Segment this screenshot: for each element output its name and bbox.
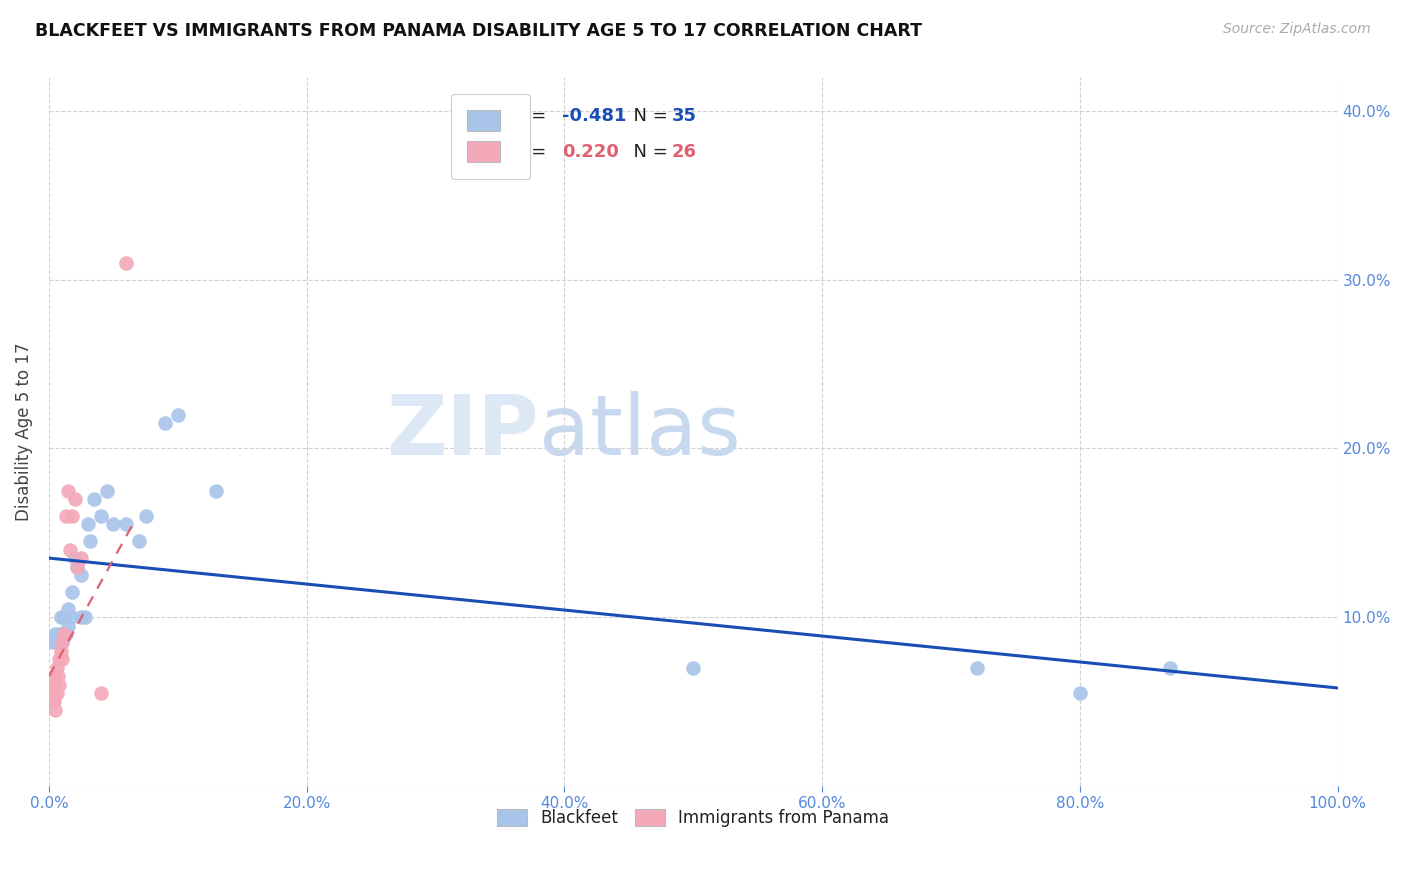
Point [45,635,67,649]
Point [58,483,80,498]
Text: N =: N = [623,143,673,161]
Point [79,534,101,549]
Point [70,551,93,566]
Point [42,677,65,691]
Point [45,661,67,675]
Text: ZIP: ZIP [387,391,538,472]
Point [42,694,65,708]
Point [58,618,80,632]
Text: BLACKFEET VS IMMIGRANTS FROM PANAMA DISABILITY AGE 5 TO 17 CORRELATION CHART: BLACKFEET VS IMMIGRANTS FROM PANAMA DISA… [35,22,922,40]
Point [66,559,89,574]
Point [44,669,66,683]
Point [44,627,66,641]
Text: 26: 26 [672,143,696,161]
Point [83,492,105,507]
Point [58,542,80,557]
Point [49,644,72,658]
Point [76,517,98,532]
Point [41,677,63,691]
Point [42,694,65,708]
Point [45,686,67,700]
Point [103,517,125,532]
Point [51,652,73,666]
Point [1069,686,1091,700]
Point [966,661,988,675]
Point [55,627,77,641]
Point [51,627,73,641]
Point [166,408,188,422]
Text: 35: 35 [672,107,696,126]
Text: R =: R = [513,143,553,161]
Text: Source: ZipAtlas.com: Source: ZipAtlas.com [1223,22,1371,37]
Point [48,652,70,666]
Point [128,534,150,549]
Point [46,669,69,683]
Point [73,610,96,624]
Point [44,703,66,717]
Text: 0.220: 0.220 [562,143,619,161]
Point [48,677,70,691]
Point [115,256,138,270]
Point [51,635,73,649]
Point [205,483,228,498]
Point [70,610,93,624]
Point [53,627,76,641]
Point [96,483,118,498]
Point [41,686,63,700]
Point [115,517,138,532]
Legend: Blackfeet, Immigrants from Panama: Blackfeet, Immigrants from Panama [491,803,896,834]
Point [42,635,65,649]
Point [89,508,111,523]
Point [89,686,111,700]
Point [53,610,76,624]
Point [58,601,80,615]
Point [59,610,82,624]
Point [63,551,86,566]
Point [46,635,69,649]
Point [60,584,83,599]
Point [63,492,86,507]
Point [682,661,704,675]
Text: atlas: atlas [538,391,741,472]
Point [70,568,93,582]
Text: R =: R = [513,107,553,126]
Point [51,635,73,649]
Point [55,508,77,523]
Text: -0.481: -0.481 [562,107,626,126]
Point [135,508,157,523]
Point [42,686,65,700]
Point [1159,661,1181,675]
Text: N =: N = [623,107,673,126]
Point [153,416,176,430]
Point [48,627,70,641]
Y-axis label: Disability Age 5 to 17: Disability Age 5 to 17 [15,343,32,521]
Point [60,508,83,523]
Point [49,610,72,624]
Point [66,559,89,574]
